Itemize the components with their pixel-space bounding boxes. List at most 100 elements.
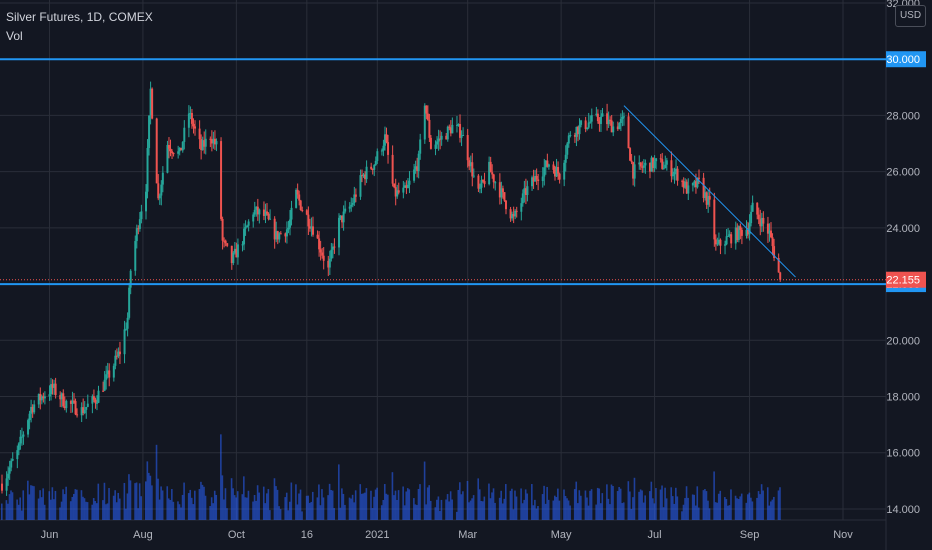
- volume-bar: [230, 478, 233, 520]
- x-tick-label: Jun: [41, 529, 59, 541]
- volume-bar: [569, 505, 571, 520]
- volume-bar: [566, 498, 568, 520]
- candle-body: [319, 249, 322, 253]
- candle-body: [374, 160, 377, 165]
- candle-body: [151, 88, 154, 119]
- volume-bar: [180, 507, 182, 520]
- candle-body: [521, 193, 524, 204]
- volume-bar: [391, 472, 394, 520]
- volume-bar: [290, 482, 293, 520]
- candle-body: [17, 443, 20, 451]
- volume-bar: [125, 508, 127, 520]
- candle-body: [158, 195, 161, 199]
- candle-body: [696, 177, 699, 188]
- volume-bar: [262, 486, 265, 520]
- volume-bar: [627, 481, 630, 520]
- candle-body: [373, 164, 376, 170]
- candle-body: [290, 207, 293, 220]
- volume-bar: [707, 500, 709, 520]
- volume-bar: [344, 504, 346, 520]
- candle-body: [414, 166, 417, 170]
- candle-body: [547, 164, 550, 167]
- candle-body: [322, 255, 325, 261]
- volume-bar: [449, 491, 452, 520]
- volume-bar: [285, 492, 288, 520]
- candle-body: [115, 355, 118, 357]
- volume-bar: [515, 496, 518, 520]
- candle-body: [682, 181, 685, 188]
- volume-bar: [166, 486, 169, 520]
- volume-bar: [618, 487, 620, 520]
- currency-badge[interactable]: USD: [895, 5, 926, 27]
- x-tick-label: Oct: [228, 529, 245, 541]
- candle-body: [777, 257, 780, 273]
- candle-body: [134, 241, 137, 271]
- volume-bar: [394, 490, 397, 520]
- volume-bar: [161, 490, 164, 520]
- candle-body: [425, 105, 428, 114]
- candle-body: [691, 183, 694, 186]
- volume-bar: [296, 504, 299, 520]
- volume-bar: [269, 510, 271, 520]
- volume-bar: [385, 493, 388, 520]
- candle-body: [210, 139, 213, 144]
- volume-bar: [766, 487, 769, 520]
- volume-bar: [382, 499, 385, 520]
- candle-body: [161, 172, 164, 185]
- candle-body: [149, 88, 152, 116]
- trend-line[interactable]: [623, 105, 796, 278]
- volume-bar: [747, 494, 749, 520]
- volume-bar: [50, 499, 52, 520]
- level-price-label: 30.000: [886, 54, 920, 66]
- candle-body: [587, 122, 590, 128]
- x-tick-label: Sep: [740, 529, 760, 541]
- candle-body: [768, 230, 771, 234]
- volume-bar: [33, 486, 35, 520]
- candle-body: [310, 226, 313, 229]
- x-tick-label: 2021: [365, 529, 389, 541]
- volume-bar: [684, 498, 686, 520]
- volume-bar: [483, 496, 486, 520]
- volume-bar: [215, 494, 218, 520]
- candle-body: [328, 258, 331, 268]
- volume-bar: [704, 489, 706, 520]
- volume-bar: [702, 490, 705, 520]
- volume-bar: [134, 483, 136, 520]
- candle-body: [31, 406, 34, 413]
- volume-bar: [76, 489, 78, 520]
- candle-body: [477, 175, 480, 189]
- candle-body: [27, 420, 30, 435]
- candle-body: [724, 244, 727, 246]
- x-tick-label: Aug: [133, 529, 153, 541]
- volume-bar: [578, 490, 581, 520]
- candle-body: [135, 228, 138, 242]
- volume-bar: [440, 499, 443, 520]
- volume-bar: [757, 491, 760, 520]
- candle-body: [40, 396, 43, 401]
- volume-bar: [80, 490, 83, 520]
- volume-bar: [630, 509, 633, 520]
- candle-body: [457, 124, 460, 126]
- candle-body: [353, 194, 356, 203]
- candle-body: [351, 202, 354, 205]
- candle-body: [584, 120, 587, 129]
- candle-body: [638, 162, 641, 165]
- volume-bar: [596, 487, 599, 520]
- volume-bar: [299, 489, 302, 520]
- volume-bar: [501, 503, 504, 520]
- volume-bar: [494, 502, 496, 520]
- candle-body: [192, 123, 195, 127]
- candle-body: [190, 112, 193, 124]
- candle-body: [341, 215, 344, 223]
- volume-bar: [434, 507, 437, 520]
- volume-bar: [426, 487, 429, 520]
- candle-body: [252, 214, 255, 222]
- candle-body: [737, 226, 740, 241]
- candle-body: [498, 182, 501, 198]
- volume-bar: [148, 472, 150, 520]
- volume-bar: [609, 504, 611, 520]
- candle-body: [10, 460, 13, 468]
- candle-body: [333, 246, 336, 248]
- volume-bar: [393, 495, 395, 520]
